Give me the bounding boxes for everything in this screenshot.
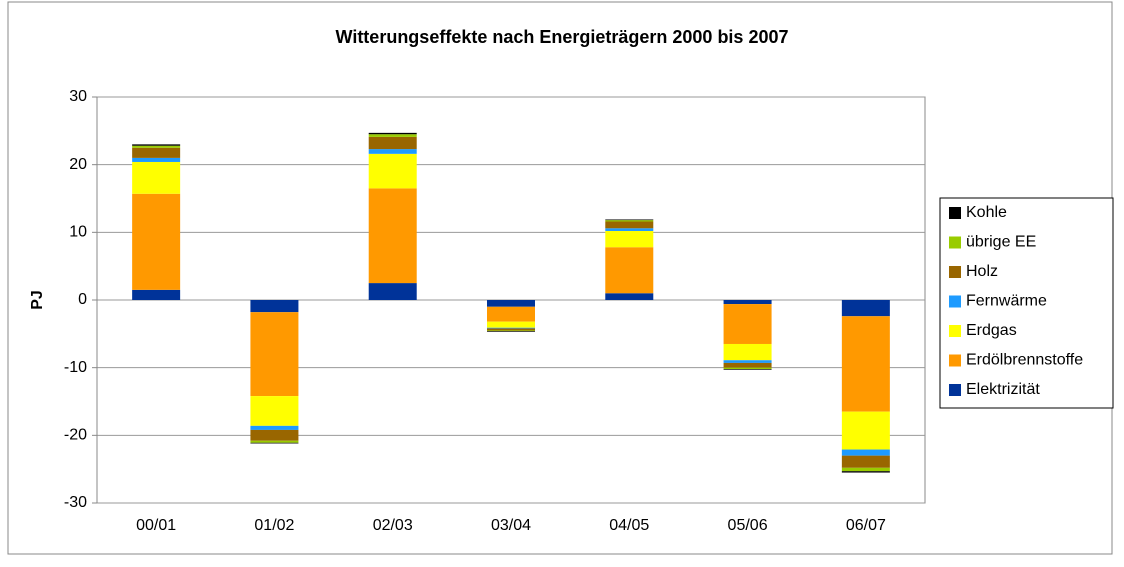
bar-segment <box>368 136 417 150</box>
legend-label: Kohle <box>966 204 1007 221</box>
bar-segment <box>250 425 299 430</box>
bar-segment <box>605 221 654 229</box>
bar-segment <box>841 316 890 412</box>
legend-swatch <box>949 384 961 396</box>
x-tick-label: 05/06 <box>728 517 768 534</box>
bar-segment <box>132 145 181 148</box>
bar-segment <box>368 149 417 154</box>
bar-segment <box>368 188 417 284</box>
bar-segment <box>487 331 535 332</box>
bar-segment <box>132 157 181 162</box>
bar-segment <box>841 449 890 456</box>
legend-label: übrige EE <box>966 234 1036 251</box>
bar-segment <box>368 153 417 189</box>
bar-segment <box>132 193 181 290</box>
y-axis-label: PJ <box>29 290 46 310</box>
x-tick-label: 00/01 <box>136 517 176 534</box>
legend-swatch <box>949 236 961 249</box>
legend-label: Holz <box>966 263 998 280</box>
bar-segment <box>132 147 181 158</box>
legend-swatch <box>949 295 961 308</box>
y-tick-label: 0 <box>78 291 87 308</box>
bar-segment <box>605 219 654 221</box>
bar-segment <box>605 230 654 248</box>
bar-segment <box>250 300 299 313</box>
y-tick-label: 30 <box>69 88 87 105</box>
bar-segment <box>487 328 535 331</box>
bar-segment <box>368 283 417 300</box>
bar-segment <box>723 360 772 363</box>
x-tick-label: 04/05 <box>609 517 649 534</box>
y-tick-label: 10 <box>69 224 87 241</box>
bar-segment <box>250 440 299 443</box>
legend-swatch <box>949 207 961 219</box>
bar-segment <box>841 471 890 473</box>
y-tick-label: 20 <box>69 156 87 173</box>
bar-segment <box>368 134 417 137</box>
bar-segment <box>368 132 417 135</box>
bar-segment <box>132 144 181 146</box>
bar-segment <box>723 304 772 344</box>
bar-segment <box>487 327 535 329</box>
legend-swatch <box>949 266 961 278</box>
x-tick-label: 03/04 <box>491 517 531 534</box>
legend-label: Elektrizität <box>966 381 1040 398</box>
bar-segment <box>841 455 890 468</box>
bar-segment <box>723 369 772 370</box>
bar-segment <box>487 300 535 307</box>
legend-swatch <box>949 354 961 367</box>
legend-label: Fernwärme <box>966 293 1047 310</box>
bar-segment <box>723 367 772 370</box>
chart-title: Witterungseffekte nach Energieträgern 20… <box>335 27 788 47</box>
x-tick-label: 01/02 <box>254 517 294 534</box>
y-tick-label: -20 <box>64 427 87 444</box>
legend-swatch <box>949 325 961 337</box>
legend-box <box>939 197 1114 409</box>
y-tick-label: -10 <box>64 359 87 376</box>
bar-segment <box>723 343 772 361</box>
bar-segment <box>250 442 299 444</box>
bar-segment <box>487 306 535 322</box>
bar-segment <box>250 312 299 397</box>
legend-label: Erdgas <box>966 322 1017 339</box>
bar-segment <box>487 321 535 328</box>
bar-segment <box>250 429 299 441</box>
y-tick-label: -30 <box>64 494 87 511</box>
bar-segment <box>723 300 772 305</box>
legend-label: Erdölbrennstoffe <box>966 352 1083 369</box>
bar-segment <box>250 396 299 426</box>
bar-segment <box>723 362 772 368</box>
bar-segment <box>132 161 181 194</box>
x-tick-label: 06/07 <box>846 517 886 534</box>
bar-segment <box>841 467 890 472</box>
bar-segment <box>132 289 181 300</box>
bar-segment <box>487 330 535 332</box>
bar-segment <box>605 293 654 300</box>
bar-segment <box>841 300 890 317</box>
bar-segment <box>605 247 654 294</box>
bar-segment <box>605 228 654 231</box>
bar-segment <box>605 220 654 222</box>
bar-segment <box>841 411 890 450</box>
x-tick-label: 02/03 <box>373 517 413 534</box>
